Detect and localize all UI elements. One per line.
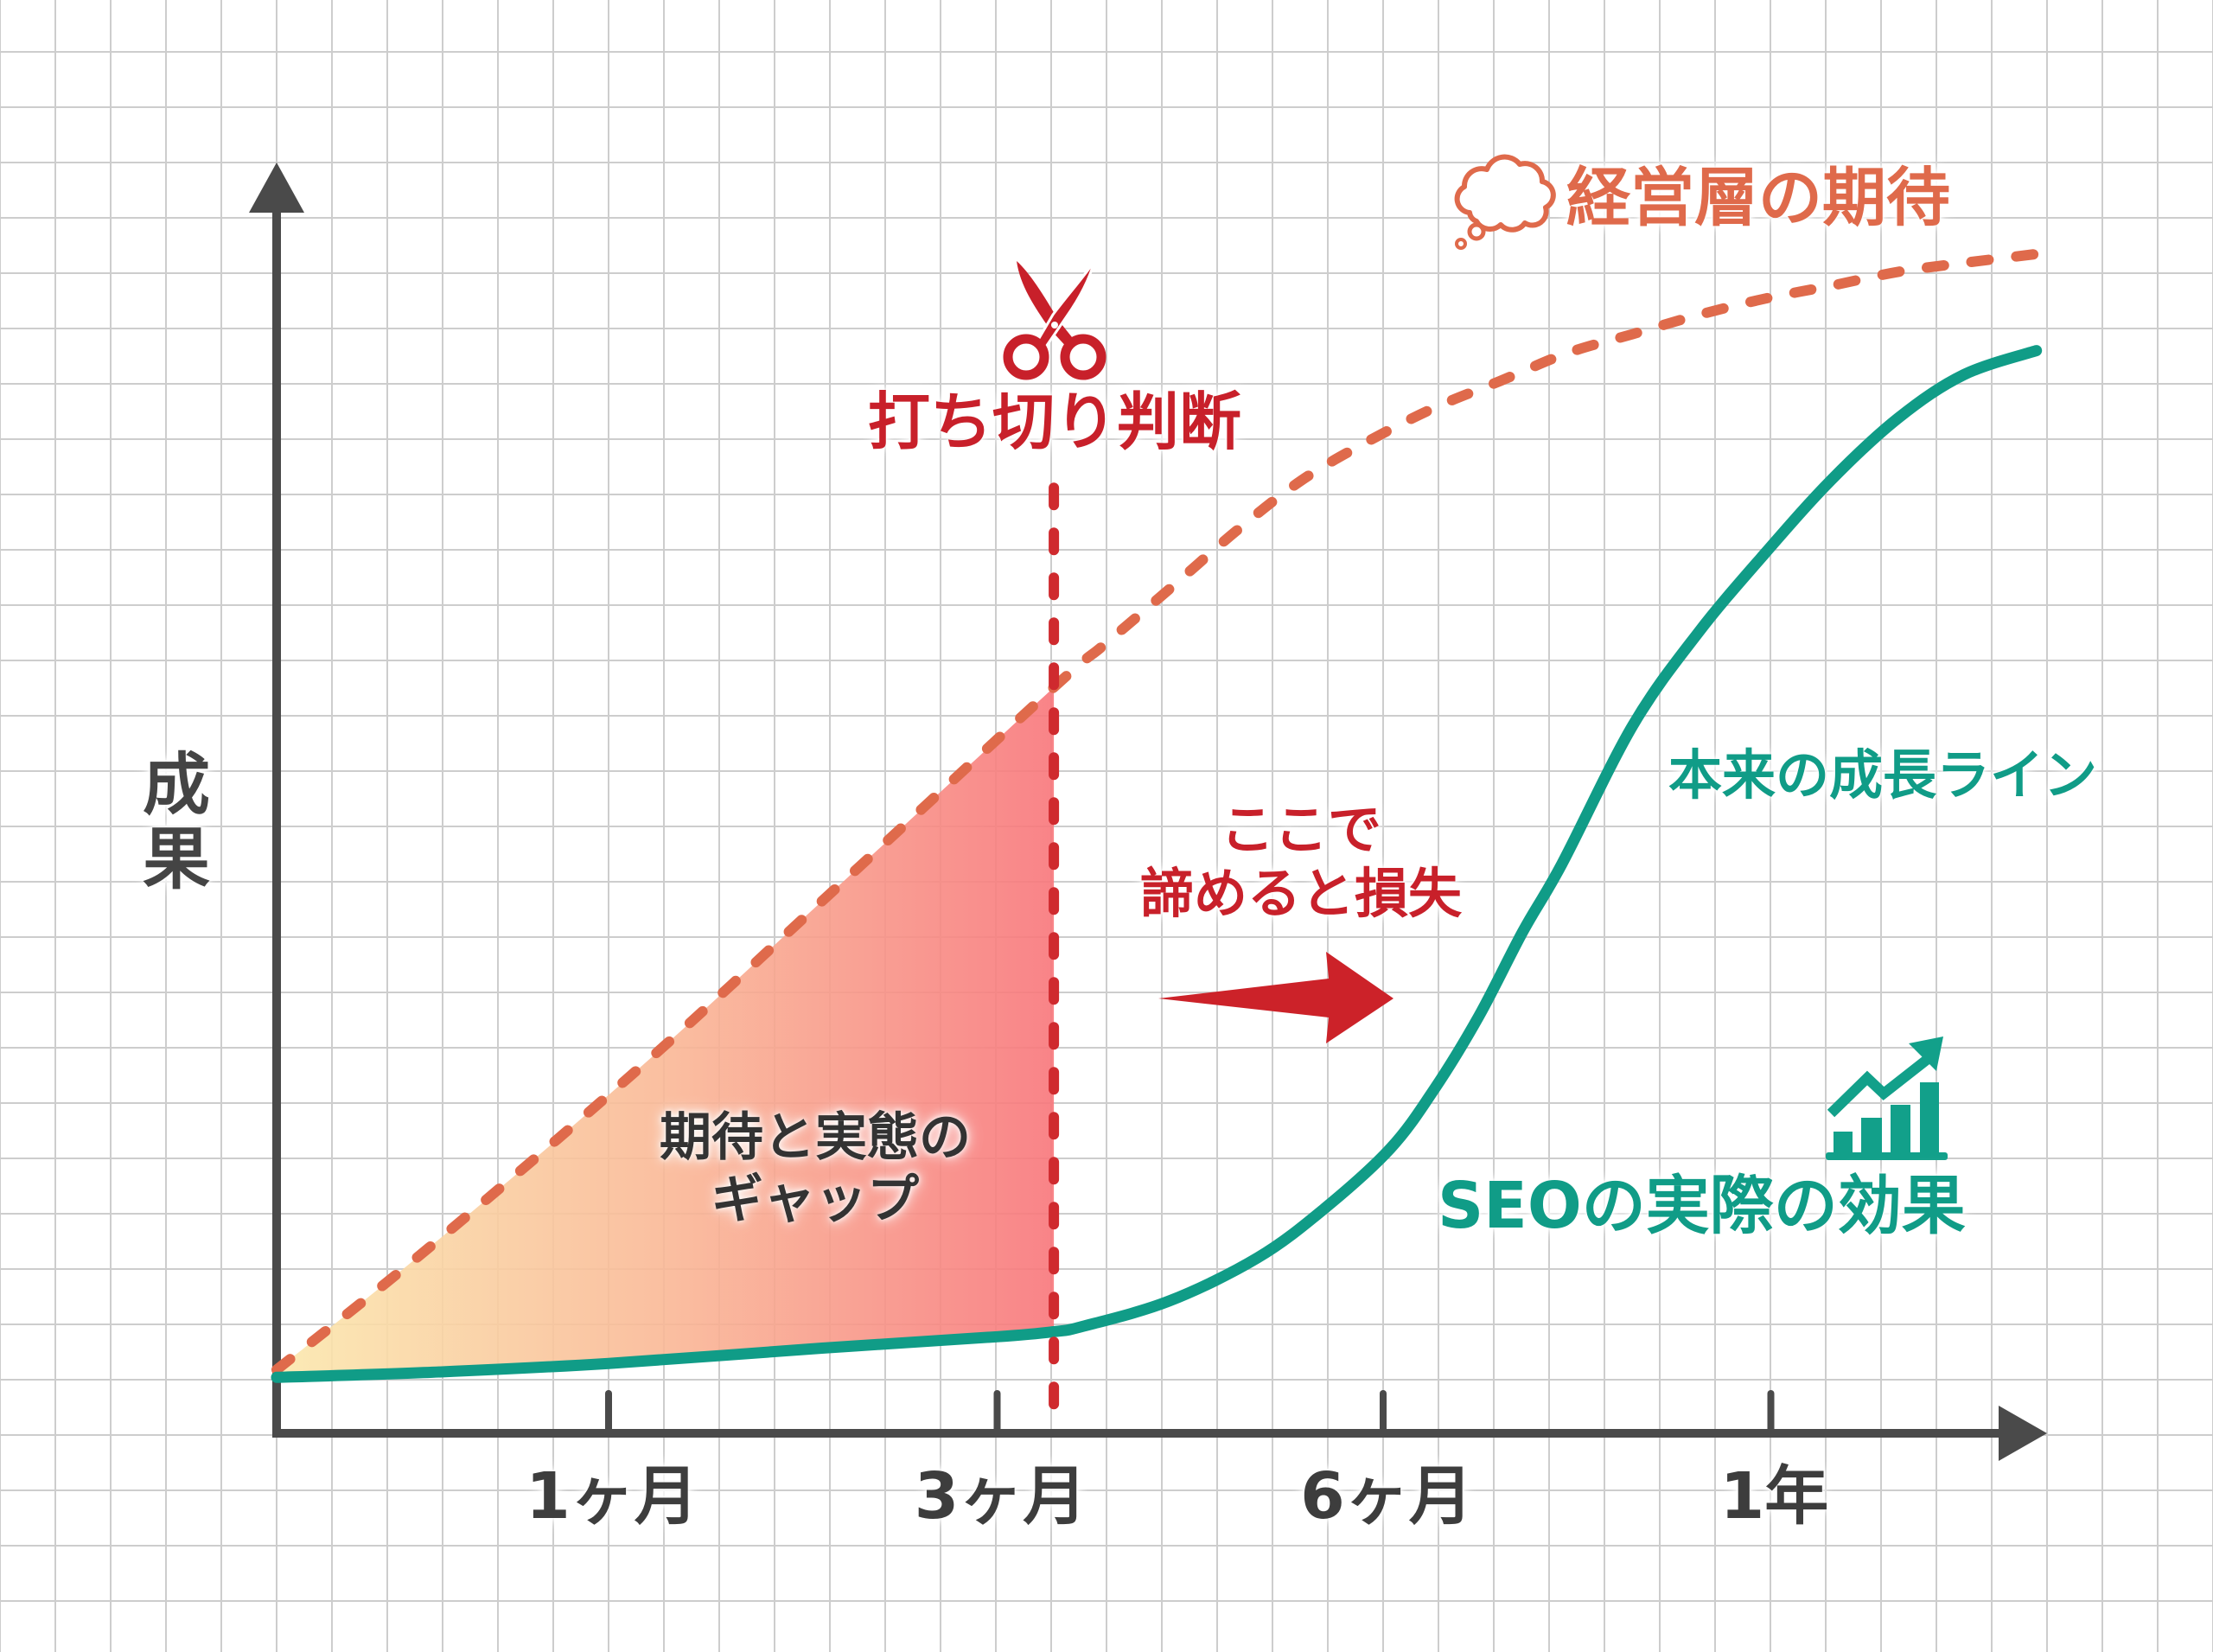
expectation-label: 経営層の期待	[1566, 161, 1950, 235]
expectation-dashed-line	[271, 248, 2042, 1375]
x-tick-label-1-year: 1年	[1719, 1459, 1829, 1534]
growth-line-label: 本来の成長ライン	[1668, 743, 2098, 807]
x-tick-label-3-months: 3ヶ月	[914, 1459, 1087, 1534]
seo-actual-effect-line	[271, 345, 2043, 1383]
loss-label-line2: 諦めると損失	[1139, 862, 1463, 925]
x-tick-label-1-month: 1ヶ月	[526, 1459, 698, 1534]
cutoff-decision-label: 打ち切り判断	[867, 386, 1242, 458]
growth-chart-icon	[1826, 1036, 1948, 1160]
gap-label-line2: ギャップ	[711, 1170, 919, 1230]
x-tick-label-6-months: 6ヶ月	[1300, 1459, 1473, 1534]
right-arrow-icon	[1158, 952, 1393, 1043]
y-axis-arrow-icon	[249, 163, 304, 213]
x-axis-ticks	[605, 1390, 1775, 1437]
gap-shaded-area	[277, 687, 1055, 1378]
gap-label-line1: 期待と実態の	[660, 1107, 971, 1168]
y-axis-label: 成果	[131, 749, 209, 897]
loss-label: ここで 諦めると損失	[1140, 798, 1462, 926]
x-axis	[272, 1406, 2047, 1461]
thought-cloud-icon	[1454, 154, 1556, 250]
x-axis-arrow-icon	[1999, 1406, 2047, 1461]
scissors-icon	[1003, 260, 1106, 380]
loss-label-line1: ここで	[1220, 798, 1382, 861]
seo-actual-effect-label: SEOの実際の効果	[1438, 1169, 1966, 1243]
y-axis	[249, 163, 304, 1438]
gap-label: 期待と実態の ギャップ	[660, 1107, 971, 1231]
